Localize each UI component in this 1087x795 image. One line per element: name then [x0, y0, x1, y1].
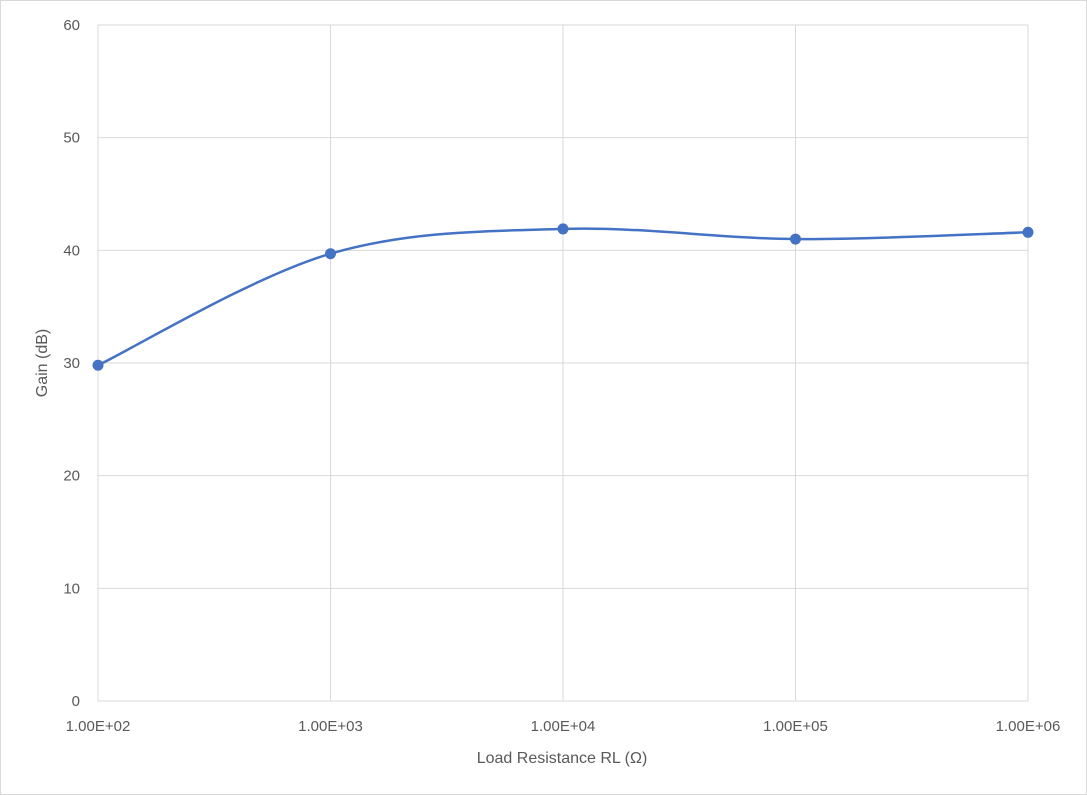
data-point: [557, 223, 569, 235]
x-axis-tick-labels: 1.00E+02 1.00E+03 1.00E+04 1.00E+05 1.00E+06: [66, 718, 1061, 735]
data-point: [325, 248, 336, 260]
x-tick-label: 1.00E+06: [996, 718, 1061, 735]
y-tick-label: 50: [63, 130, 80, 147]
series-layer: [92, 223, 1034, 371]
x-tick-label: 1.00E+03: [298, 718, 363, 735]
y-tick-label: 20: [63, 468, 80, 485]
y-axis-tick-labels: 0 10 20 30 40 50 60: [63, 17, 80, 710]
y-tick-label: 10: [63, 580, 80, 597]
y-tick-label: 40: [63, 242, 80, 259]
data-point: [790, 233, 801, 245]
y-tick-label: 0: [72, 693, 80, 710]
data-point: [1022, 226, 1034, 238]
y-tick-label: 30: [63, 355, 80, 372]
x-axis-title: Load Resistance RL (Ω): [477, 750, 648, 767]
y-axis-title: Gain (dB): [34, 329, 51, 397]
x-tick-label: 1.00E+04: [531, 718, 596, 735]
x-tick-label: 1.00E+05: [763, 718, 828, 735]
x-tick-label: 1.00E+02: [66, 718, 131, 735]
y-tick-label: 60: [63, 17, 80, 34]
horizontal-gridlines: [98, 24, 1028, 702]
data-point: [92, 359, 104, 371]
